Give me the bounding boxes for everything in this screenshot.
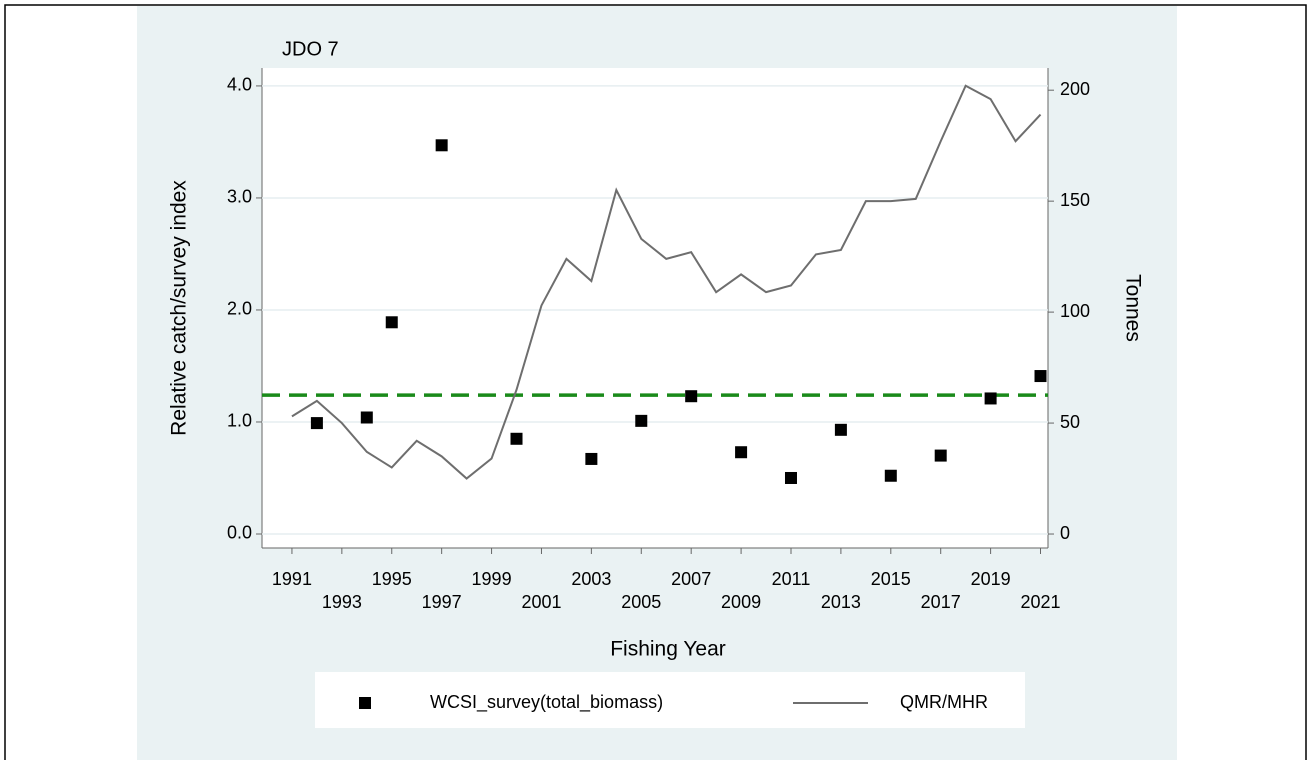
x-tick-label: 1999 [472,569,512,589]
x-tick-label: 2011 [772,569,811,589]
data-point [385,316,398,329]
chart-title: JDO 7 [282,38,339,60]
data-point [735,446,748,459]
data-point [435,139,448,152]
y2-tick-label: 150 [1060,190,1090,210]
x-tick-label: 2019 [971,569,1011,589]
x-tick-label: 2015 [871,569,911,589]
data-point [934,449,947,462]
x-tick-label: 1997 [422,592,462,612]
x-tick-label: 2021 [1020,592,1060,612]
x-axis-title: Fishing Year [610,638,726,661]
legend-label: QMR/MHR [900,692,988,712]
x-tick-label: 2005 [621,592,661,612]
data-point [685,390,698,403]
x-tick-label: 1995 [372,569,412,589]
plot-area [262,68,1048,548]
data-point [784,471,797,484]
y2-tick-label: 100 [1060,301,1090,321]
x-tick-label: 2013 [821,592,861,612]
data-point [310,417,323,430]
legend-marker [359,697,371,709]
y-tick-label: 2.0 [227,299,252,319]
y2-tick-label: 0 [1060,523,1070,543]
y-tick-label: 4.0 [227,75,252,95]
data-point [635,414,648,427]
y-axis-title: Relative catch/survey index [168,180,191,436]
data-point [585,452,598,465]
y-tick-label: 1.0 [227,411,252,431]
x-tick-label: 1993 [322,592,362,612]
y2-tick-label: 200 [1060,79,1090,99]
x-tick-label: 2007 [671,569,711,589]
frame [4,4,1307,760]
data-point [884,469,897,482]
data-line [291,84,1042,480]
y-tick-label: 3.0 [227,187,252,207]
x-tick-label: 1991 [272,569,312,589]
data-point [1034,370,1047,383]
x-tick-label: 2017 [921,592,961,612]
y-tick-label: 0.0 [227,523,252,543]
data-point [360,411,373,424]
y2-axis-title: Tonnes [1121,274,1144,342]
data-point [510,432,523,445]
y2-tick-label: 50 [1060,412,1080,432]
x-tick-label: 2009 [721,592,761,612]
data-point [834,423,847,436]
x-tick-label: 2003 [571,569,611,589]
legend [315,672,1025,728]
legend-label: WCSI_survey(total_biomass) [430,692,663,713]
data-point [984,392,997,405]
x-tick-label: 2001 [521,592,561,612]
